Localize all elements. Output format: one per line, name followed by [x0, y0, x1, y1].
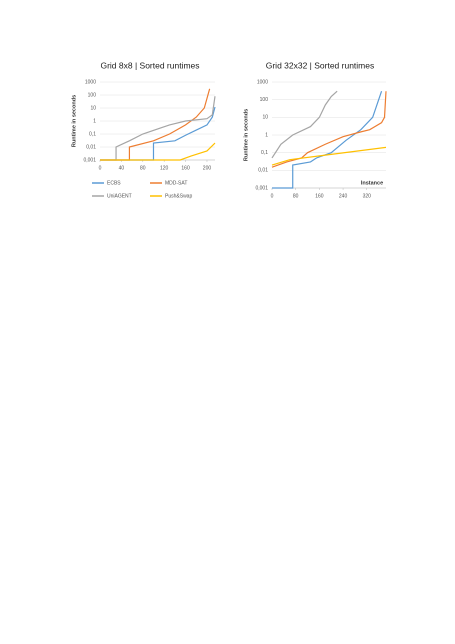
x-axis-label: Instance — [361, 180, 383, 186]
x-tick-label: 40 — [119, 165, 125, 171]
series-line — [100, 142, 216, 161]
y-axis-label: Runtime in seconds — [71, 95, 77, 147]
x-tick-label: 320 — [363, 193, 372, 199]
y-tick-label: 0,01 — [258, 168, 268, 174]
y-tick-label: 100 — [88, 92, 97, 98]
legend-label: MDD-SAT — [165, 180, 187, 186]
y-tick-label: 1000 — [257, 79, 268, 85]
chart-title: Grid 8x8 | Sorted runtimes — [100, 60, 199, 70]
legend-label: ECBS — [107, 180, 121, 186]
y-tick-label: 0,001 — [83, 157, 96, 163]
x-tick-label: 160 — [315, 193, 324, 199]
legend-label: Push&Swap — [165, 193, 192, 199]
series-line — [271, 91, 387, 168]
series-line — [272, 91, 383, 189]
x-tick-label: 200 — [203, 165, 212, 171]
y-tick-label: 1 — [93, 118, 96, 124]
series-line — [100, 96, 216, 161]
legend-label: UniAGENT — [107, 193, 132, 199]
chart-title: Grid 32x32 | Sorted runtimes — [266, 60, 375, 70]
y-tick-label: 10 — [90, 105, 96, 111]
y-tick-label: 1000 — [85, 79, 96, 85]
series-line — [271, 90, 338, 159]
x-tick-label: 120 — [160, 165, 169, 171]
series-line — [100, 106, 216, 161]
x-tick-label: 240 — [339, 193, 348, 199]
y-tick-label: 0,01 — [86, 144, 96, 150]
y-tick-label: 0,1 — [261, 150, 268, 156]
y-tick-label: 10 — [262, 115, 268, 121]
x-tick-label: 0 — [99, 165, 102, 171]
y-tick-label: 1 — [265, 132, 268, 138]
y-tick-label: 0,001 — [255, 185, 268, 191]
x-tick-label: 80 — [140, 165, 146, 171]
series-line — [100, 88, 211, 161]
y-tick-label: 100 — [260, 97, 269, 103]
x-tick-label: 160 — [181, 165, 190, 171]
y-axis-label: Runtime in seconds — [243, 109, 249, 161]
y-tick-label: 0,1 — [89, 131, 96, 137]
x-tick-label: 80 — [293, 193, 299, 199]
series-line — [271, 146, 387, 166]
x-tick-label: 0 — [271, 193, 274, 199]
